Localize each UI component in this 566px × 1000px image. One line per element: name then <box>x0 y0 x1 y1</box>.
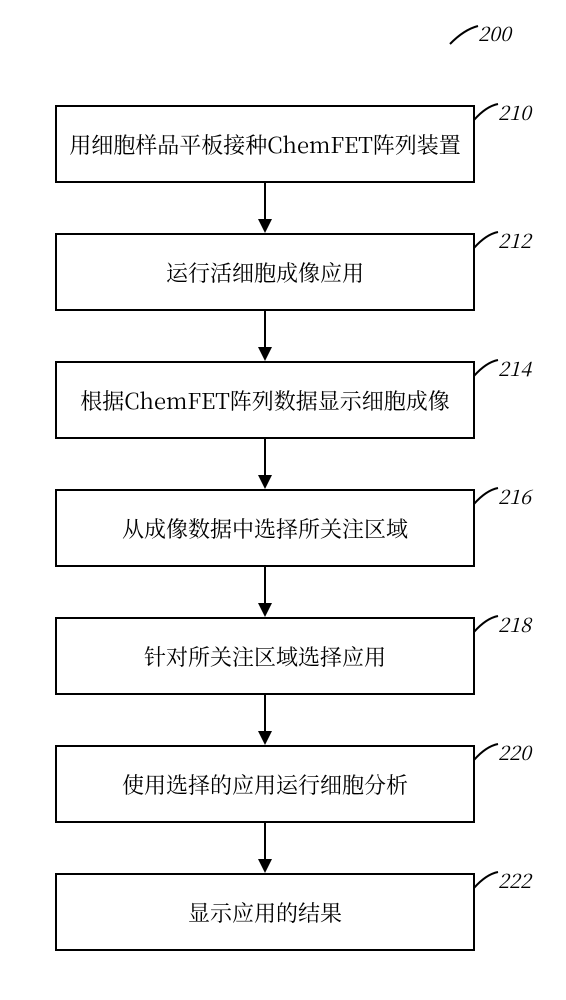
callout-curve-218 <box>474 616 498 632</box>
callout-curve-220 <box>474 744 498 760</box>
arrow-214-216 <box>251 439 279 489</box>
step-text-210: 用细胞样品平板接种ChemFET阵列装置 <box>69 129 461 160</box>
callout-curve-222 <box>474 872 498 888</box>
step-label-214: 214 <box>498 353 531 382</box>
arrow-218-220 <box>251 695 279 745</box>
arrow-220-222 <box>251 823 279 873</box>
step-label-210: 210 <box>498 97 531 126</box>
step-text-212: 运行活细胞成像应用 <box>166 257 364 288</box>
arrow-210-212 <box>251 183 279 233</box>
callout-curve-210 <box>474 104 498 120</box>
figure-label-curve <box>450 26 478 44</box>
step-label-220: 220 <box>498 737 531 766</box>
step-text-214: 根据ChemFET阵列数据显示细胞成像 <box>80 385 450 416</box>
step-text-216: 从成像数据中选择所关注区域 <box>122 513 408 544</box>
arrow-216-218 <box>251 567 279 617</box>
step-label-218: 218 <box>498 609 531 638</box>
step-label-212: 212 <box>498 225 531 254</box>
arrow-212-214 <box>251 311 279 361</box>
callout-curve-216 <box>474 488 498 504</box>
step-box-220: 使用选择的应用运行细胞分析 <box>55 745 475 823</box>
step-label-222: 222 <box>498 865 531 894</box>
step-text-222: 显示应用的结果 <box>188 897 342 928</box>
flowchart-canvas: 200 用细胞样品平板接种ChemFET阵列装置 210 运行活细胞成像应用 212 根… <box>0 0 566 1000</box>
step-text-220: 使用选择的应用运行细胞分析 <box>122 769 408 800</box>
step-box-222: 显示应用的结果 <box>55 873 475 951</box>
step-text-218: 针对所关注区域选择应用 <box>144 641 386 672</box>
figure-label: 200 <box>478 18 511 47</box>
step-label-216: 216 <box>498 481 531 510</box>
callout-curve-214 <box>474 360 498 376</box>
step-box-212: 运行活细胞成像应用 <box>55 233 475 311</box>
step-box-210: 用细胞样品平板接种ChemFET阵列装置 <box>55 105 475 183</box>
step-box-216: 从成像数据中选择所关注区域 <box>55 489 475 567</box>
step-box-218: 针对所关注区域选择应用 <box>55 617 475 695</box>
step-box-214: 根据ChemFET阵列数据显示细胞成像 <box>55 361 475 439</box>
callout-curve-212 <box>474 232 498 248</box>
